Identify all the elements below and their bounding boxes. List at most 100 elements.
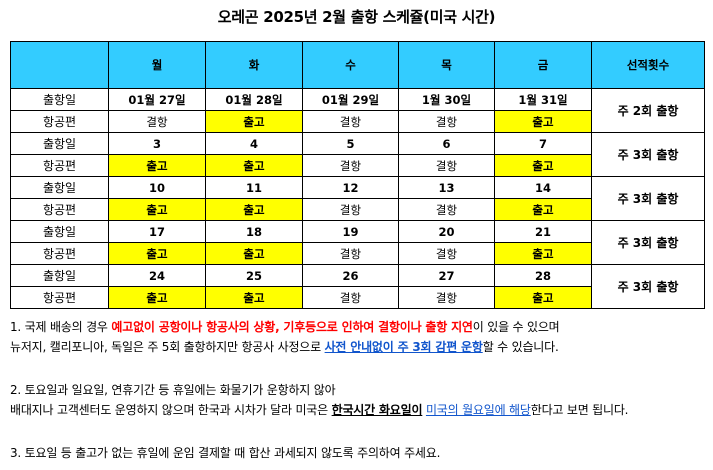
departure-date-cell: 1월 30일 [398,88,495,111]
departure-date-row: 출항일 10 11 12 13 14 주 3회 출항 [10,176,705,221]
flight-status-cancelled: 결항 [302,286,399,309]
departure-date-cell: 01월 28일 [205,88,303,111]
flight-status-cancelled: 결항 [398,286,495,309]
departure-date-row: 출항일 24 25 26 27 28 주 3회 출항 [10,264,705,309]
note-text: 이 있을 수 있으며 [472,320,560,334]
flight-status-cancelled: 결항 [398,110,495,133]
header-shipment-frequency: 선적횟수 [591,41,705,89]
note-text: 한다고 보면 됩니다. [530,403,629,417]
flight-status-cancelled: 결항 [302,198,399,221]
departure-date-cell: 25 [205,264,303,287]
shipment-frequency-cell: 주 2회 출항 [591,88,705,133]
note-2-line-1: 2. 토요일과 일요일, 연휴기간 등 휴일에는 화물기가 운항하지 않아 [10,383,336,397]
note-text: 1. 국제 배송의 경우 [10,320,112,334]
departure-date-cell: 14 [494,176,592,199]
flight-status-row: 항공편 출고 출고 결항 결항 출고 [10,242,705,265]
departure-date-cell: 1월 31일 [494,88,592,111]
departure-date-row: 출항일 17 18 19 20 21 주 3회 출항 [10,220,705,265]
row-label-departure: 출항일 [10,132,109,155]
flight-status-shipped: 출고 [108,154,206,177]
departure-date-cell: 4 [205,132,303,155]
note-text: 뉴저지, 캘리포니아, 독일은 주 5회 출항하지만 항공사 사정으로 [10,340,325,354]
notes-section: 1. 국제 배송의 경우 예고없이 공항이나 항공사의 상황, 기후등으로 인하… [10,317,629,463]
flight-status-shipped: 출고 [494,198,592,221]
table-header-row: 월 화 수 목 금 선적횟수 [10,41,705,89]
shipment-frequency-cell: 주 3회 출항 [591,132,705,177]
departure-date-cell: 19 [302,220,399,243]
korea-tuesday-text: 한국시간 화요일이 [331,403,423,417]
flight-status-cancelled: 결항 [398,242,495,265]
note-text: 할 수 있습니다. [482,340,559,354]
flight-status-row: 항공편 출고 출고 결항 결항 출고 [10,198,705,221]
row-label-flight: 항공편 [10,198,109,221]
departure-date-row: 출항일 3 4 5 6 7 주 3회 출항 [10,132,705,177]
note-text: 배대지나 고객센터도 운영하지 않으며 한국과 시차가 달라 미국은 [10,403,332,417]
header-tuesday: 화 [205,41,303,89]
shipment-frequency-cell: 주 3회 출항 [591,176,705,221]
flight-status-row: 항공편 결항 출고 결항 결항 출고 [10,110,705,133]
note-3: 3. 토요일 등 출고가 없는 휴일에 운임 결제할 때 합산 과세되지 않도록… [10,446,441,460]
row-label-departure: 출항일 [10,264,109,287]
departure-date-cell: 27 [398,264,495,287]
us-monday-text: 미국의 월요일에 해당 [425,403,531,417]
header-wednesday: 수 [302,41,399,89]
departure-date-cell: 26 [302,264,399,287]
flight-status-shipped: 출고 [205,154,303,177]
flight-status-shipped: 출고 [494,110,592,133]
departure-date-cell: 01월 27일 [108,88,206,111]
departure-date-cell: 21 [494,220,592,243]
header-thursday: 목 [398,41,495,89]
row-label-flight: 항공편 [10,154,109,177]
flight-status-shipped: 출고 [108,242,206,265]
header-monday: 월 [108,41,206,89]
departure-date-cell: 01월 29일 [302,88,399,111]
departure-date-cell: 13 [398,176,495,199]
flight-status-cancelled: 결항 [108,110,206,133]
note-1-line-2: 뉴저지, 캘리포니아, 독일은 주 5회 출항하지만 항공사 사정으로 사전 안… [10,337,628,357]
flight-status-shipped: 출고 [205,242,303,265]
departure-date-cell: 10 [108,176,206,199]
departure-date-cell: 3 [108,132,206,155]
shipment-frequency-cell: 주 3회 출항 [591,264,705,309]
departure-date-cell: 6 [398,132,495,155]
row-label-flight: 항공편 [10,286,109,309]
header-corner [10,41,109,89]
flight-status-row: 항공편 출고 출고 결항 결항 출고 [10,286,705,309]
reduced-flight-text: 사전 안내없이 주 3회 감편 운항 [324,340,483,354]
flight-status-cancelled: 결항 [398,198,495,221]
schedule-table: 월 화 수 목 금 선적횟수 출항일 01월 27일 01월 28일 01월 29일 1… [10,41,705,309]
page-title: 오레곤 2025년 2월 출항 스케쥴(미국 시간) [217,8,496,26]
departure-date-cell: 5 [302,132,399,155]
row-label-flight: 항공편 [10,242,109,265]
flight-status-shipped: 출고 [108,198,206,221]
header-friday: 금 [494,41,592,89]
flight-status-shipped: 출고 [205,110,303,133]
flight-status-shipped: 출고 [108,286,206,309]
row-label-departure: 출항일 [10,176,109,199]
note-1-line-1: 1. 국제 배송의 경우 예고없이 공항이나 항공사의 상황, 기후등으로 인하… [10,317,628,337]
flight-status-cancelled: 결항 [302,242,399,265]
departure-date-cell: 18 [205,220,303,243]
flight-status-cancelled: 결항 [398,154,495,177]
flight-status-shipped: 출고 [205,286,303,309]
departure-date-cell: 24 [108,264,206,287]
note-2-line-2: 배대지나 고객센터도 운영하지 않으며 한국과 시차가 달라 미국은 한국시간 … [10,400,629,420]
shipment-frequency-cell: 주 3회 출항 [591,220,705,265]
row-label-flight: 항공편 [10,110,109,133]
row-label-departure: 출항일 [10,88,109,111]
flight-status-cancelled: 결항 [302,110,399,133]
flight-status-shipped: 출고 [494,242,592,265]
flight-status-shipped: 출고 [494,286,592,309]
departure-date-cell: 11 [205,176,303,199]
flight-status-shipped: 출고 [205,198,303,221]
flight-status-cancelled: 결항 [302,154,399,177]
row-label-departure: 출항일 [10,220,109,243]
warning-text: 예고없이 공항이나 항공사의 상황, 기후등으로 인하여 결항이나 출항 지연 [111,320,473,334]
departure-date-cell: 17 [108,220,206,243]
departure-date-cell: 7 [494,132,592,155]
departure-date-cell: 28 [494,264,592,287]
departure-date-cell: 12 [302,176,399,199]
departure-date-row: 출항일 01월 27일 01월 28일 01월 29일 1월 30일 1월 31일 주 2회… [10,88,705,133]
flight-status-shipped: 출고 [494,154,592,177]
departure-date-cell: 20 [398,220,495,243]
